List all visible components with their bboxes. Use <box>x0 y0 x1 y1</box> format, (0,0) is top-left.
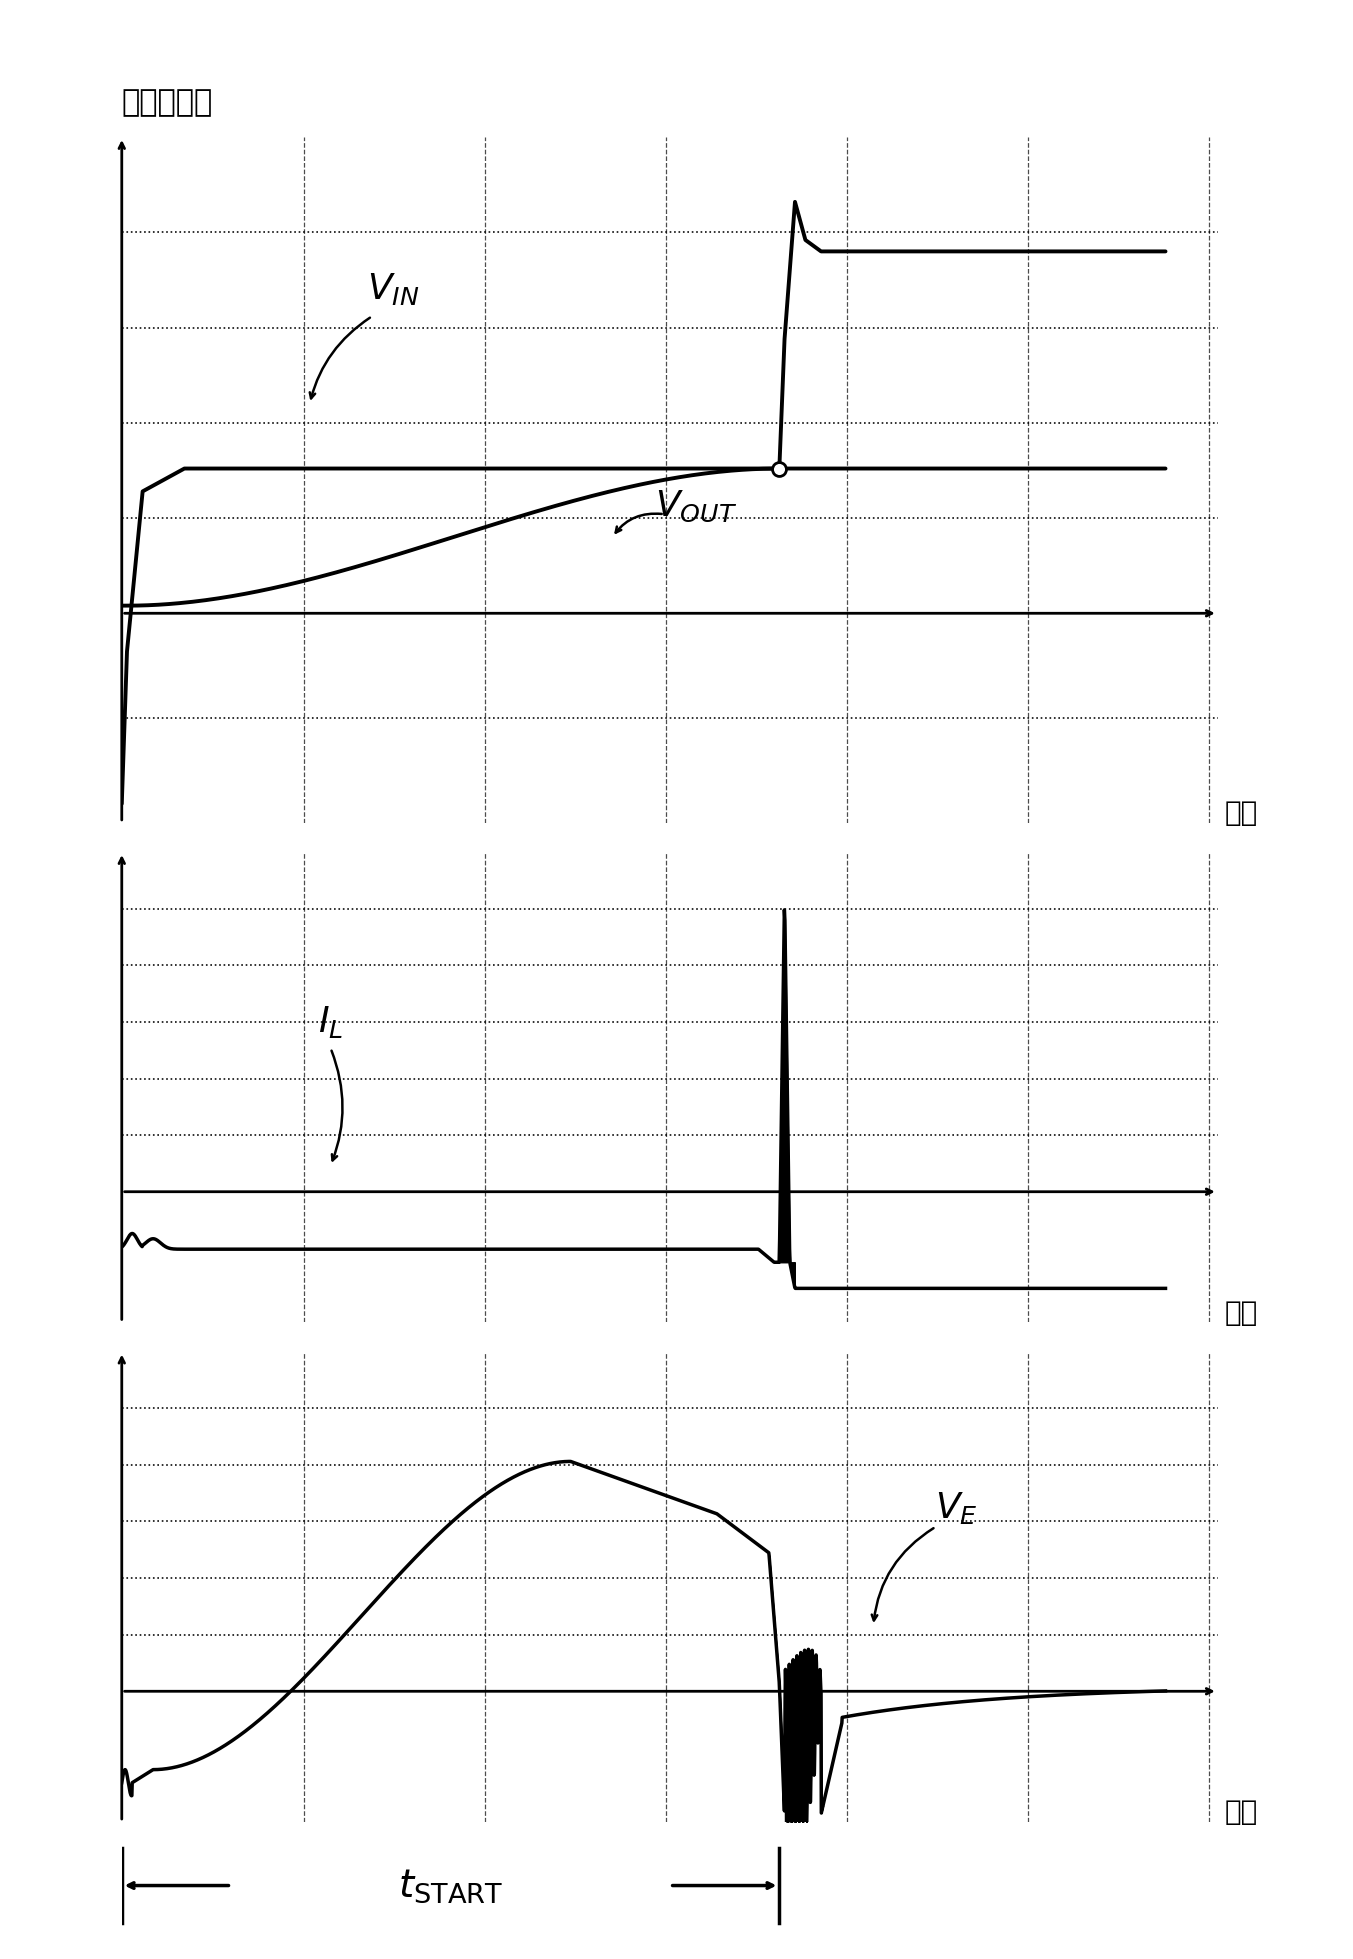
Text: $t_{\rm START}$: $t_{\rm START}$ <box>398 1867 503 1904</box>
Text: $I_{L}$: $I_{L}$ <box>318 1003 344 1040</box>
Text: $V_{E}$: $V_{E}$ <box>935 1491 978 1526</box>
Text: 时间: 时间 <box>1224 1798 1258 1826</box>
Text: 时间: 时间 <box>1224 799 1258 827</box>
Text: $V_{OUT}$: $V_{OUT}$ <box>655 490 737 525</box>
Text: 时间: 时间 <box>1224 1299 1258 1326</box>
Text: $V_{IN}$: $V_{IN}$ <box>367 272 419 308</box>
Text: 电压，电流: 电压，电流 <box>122 88 212 118</box>
